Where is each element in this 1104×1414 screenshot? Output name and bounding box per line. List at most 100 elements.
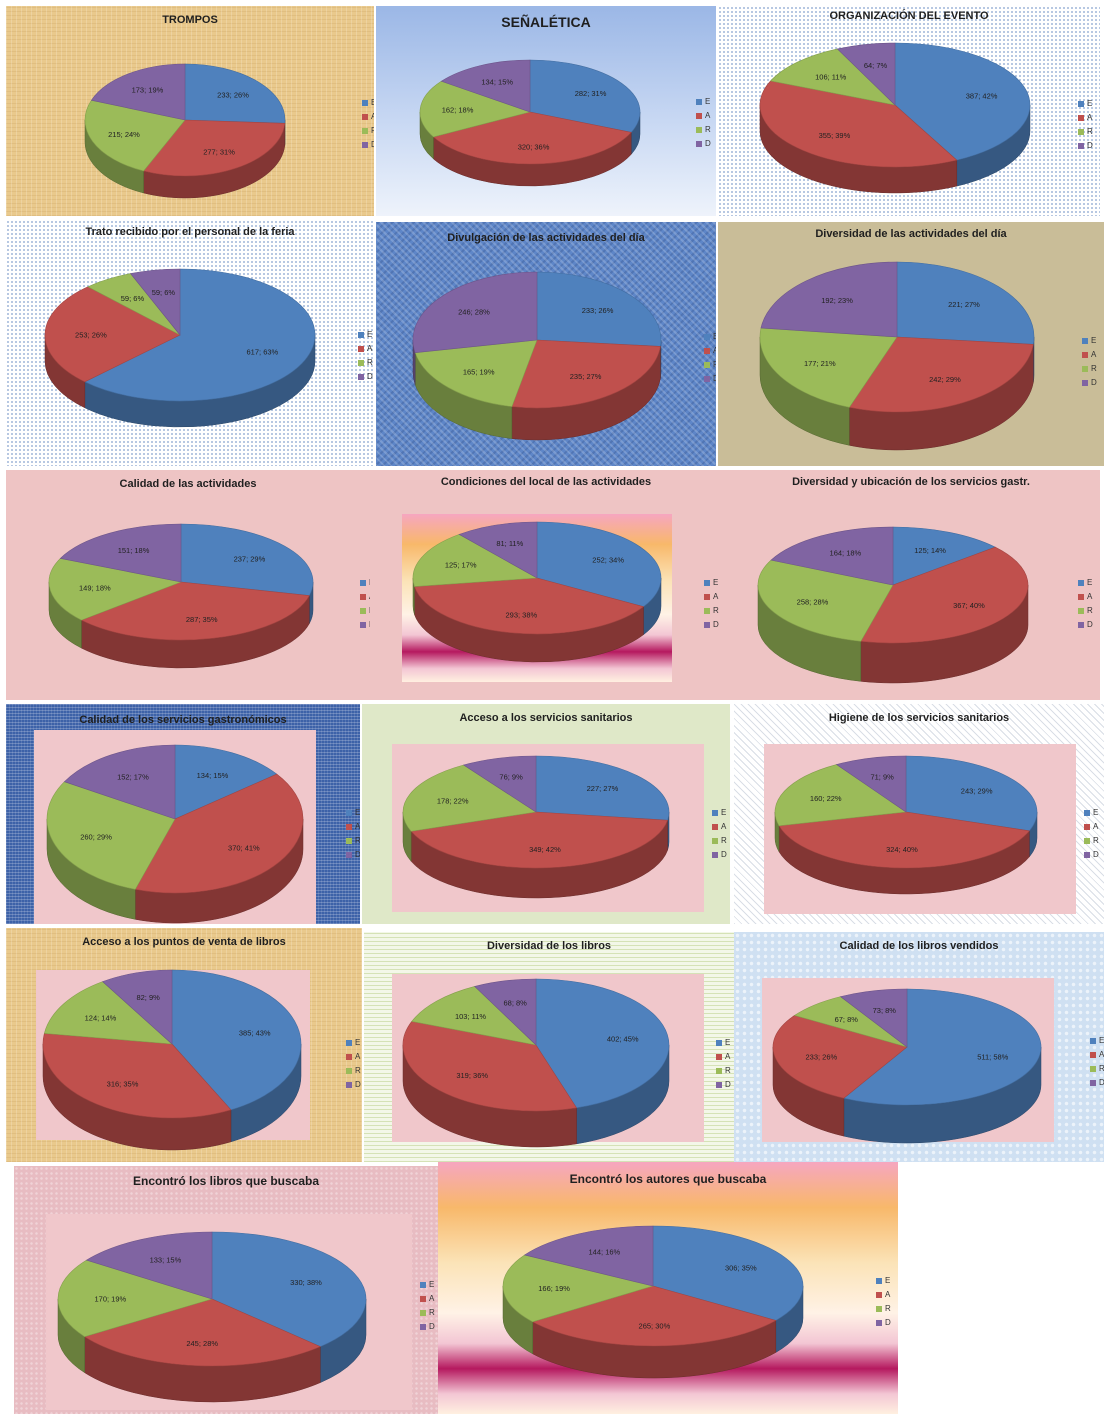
pie-slice-E — [535, 978, 670, 1109]
legend-label: D — [355, 1080, 361, 1089]
pie-chart-svg: 402; 45% 319; 36% 103; 11% 68; 8% — [402, 978, 670, 1148]
legend-item-A: A — [696, 109, 711, 123]
pie-slice-R — [757, 559, 894, 642]
pie-slice-E — [892, 526, 997, 586]
slice-label-A: 370; 41% — [228, 843, 260, 852]
legend-item-R: R — [876, 1302, 891, 1316]
pie-chart-panel: ORGANIZACIÓN DEL EVENTO 387; 42% 355; 39% 1… — [718, 6, 1100, 216]
legend-label: R — [705, 125, 711, 134]
pie-slice-A — [134, 773, 304, 894]
legend-item-D: D — [876, 1316, 891, 1330]
legend-swatch-E — [360, 579, 366, 586]
legend-swatch-D — [704, 621, 710, 628]
legend-item-R: R — [712, 834, 727, 848]
slice-label-E: 282; 31% — [575, 89, 607, 98]
slice-label-A: 233; 26% — [806, 1053, 838, 1062]
chart-title: Calidad de los servicios gastronómicos — [79, 714, 287, 726]
pie-chart-svg: 237; 29% 287; 35% 149; 18% 151; 18% — [48, 523, 314, 669]
legend-swatch-A — [696, 112, 702, 119]
legend-label: R — [355, 836, 360, 845]
legend-swatch-E — [1082, 337, 1088, 344]
slice-label-A: 367; 40% — [953, 601, 985, 610]
legend-label: R — [1087, 606, 1093, 615]
legend-item-R: R — [346, 834, 360, 848]
chart-title: Diversidad y ubicación de los servicios … — [792, 476, 1030, 488]
legend-item-D: D — [716, 1078, 731, 1092]
pie-slice-E — [535, 755, 670, 821]
legend-swatch-E — [1078, 100, 1084, 107]
pie-slice-E — [84, 268, 316, 402]
legend-item-R: R — [346, 1064, 361, 1078]
pie-slice-E — [652, 1225, 804, 1321]
pie-slice-D — [523, 1225, 654, 1287]
slice-label-A: 319; 36% — [456, 1071, 488, 1080]
pie-slice-A — [410, 811, 668, 869]
pie-slice-D — [412, 271, 538, 354]
legend-label: E — [1099, 1036, 1104, 1045]
legend-item-D: D — [1084, 848, 1099, 862]
legend-label: E — [1087, 99, 1093, 108]
pie-chart-svg: 330; 38% 245; 28% 170; 19% 133; 15% — [57, 1231, 367, 1403]
legend-swatch-R — [1084, 837, 1090, 844]
legend-swatch-A — [360, 593, 366, 600]
pie-chart-panel: Trato recibido por el personal de la fer… — [6, 220, 374, 466]
legend-swatch-R — [704, 607, 710, 614]
legend-label: A — [721, 822, 727, 831]
legend-item-R: R — [362, 124, 374, 138]
legend-label: A — [369, 592, 370, 601]
pie-chart-svg: 617; 63% 253; 26% 59; 6% 59; 6% — [44, 268, 316, 428]
pie-side-walls — [419, 111, 641, 187]
slice-label-E: 385; 43% — [239, 1029, 271, 1038]
slice-label-R: 67; 8% — [835, 1015, 859, 1024]
legend-label: R — [713, 360, 716, 369]
slice-label-A: 265; 30% — [639, 1322, 671, 1331]
legend-item-D: D — [1082, 376, 1097, 390]
legend-label: A — [713, 592, 719, 601]
slice-label-D: 134; 15% — [481, 77, 513, 86]
legend-label: A — [1091, 350, 1097, 359]
slice-label-D: 71; 9% — [870, 772, 894, 781]
legend-item-R: R — [360, 604, 370, 618]
pie-chart-svg: 227; 27% 349; 42% 178; 22% 76; 9% — [402, 755, 670, 899]
pie-chart-svg: 233; 26% 277; 31% 215; 24% 173; 19% — [84, 63, 286, 199]
legend-item-D: D — [712, 848, 727, 862]
slice-label-D: 82; 9% — [136, 993, 160, 1002]
legend-item-R: R — [1090, 1062, 1104, 1076]
legend-label: E — [713, 332, 716, 341]
pie-slice-A — [42, 1033, 232, 1119]
legend-label: A — [429, 1294, 435, 1303]
legend-item-R: R — [420, 1306, 435, 1320]
pie-chart-panel: Encontró los libros que buscaba 330; 38% 2… — [14, 1166, 438, 1414]
legend-label: E — [713, 578, 719, 587]
pie-slice-D — [760, 261, 898, 338]
pie-side-walls — [57, 1298, 367, 1403]
legend-label: R — [371, 126, 374, 135]
pie-chart-svg: 233; 26% 235; 27% 165; 19% 246; 28% — [412, 271, 662, 441]
pie-chart-svg: 306; 35% 265; 30% 166; 19% 144; 16% — [502, 1225, 804, 1379]
pie-slice-R — [84, 99, 186, 172]
pie-chart-svg: 221; 27% 242; 29% 177; 21% 192; 23% — [759, 261, 1035, 451]
legend-label: A — [367, 344, 373, 353]
legend-label: E — [1093, 808, 1099, 817]
legend-swatch-R — [1090, 1065, 1096, 1072]
slice-label-E: 125; 14% — [914, 546, 946, 555]
legend-label: R — [1087, 127, 1093, 136]
slice-label-E: 252; 34% — [592, 556, 624, 565]
pie-chart-svg: 243; 29% 324; 40% 160; 22% 71; 9% — [774, 755, 1038, 895]
pie-chart-panel: Diversidad de los libros 402; 45% 319; 36%… — [364, 932, 734, 1162]
slice-label-D: 144; 16% — [589, 1248, 621, 1257]
chart-title: Calidad de las actividades — [119, 478, 257, 490]
slice-label-D: 73; 8% — [873, 1006, 897, 1015]
legend-item-E: E — [704, 576, 719, 590]
slice-label-D: 76; 9% — [499, 773, 523, 782]
legend-swatch-A — [358, 345, 364, 352]
legend-swatch-E — [1090, 1037, 1096, 1044]
slice-label-E: 330; 38% — [290, 1278, 322, 1287]
legend-item-E: E — [362, 96, 374, 110]
pie-slice-R — [774, 764, 907, 827]
pie-slice-D — [102, 969, 173, 1045]
